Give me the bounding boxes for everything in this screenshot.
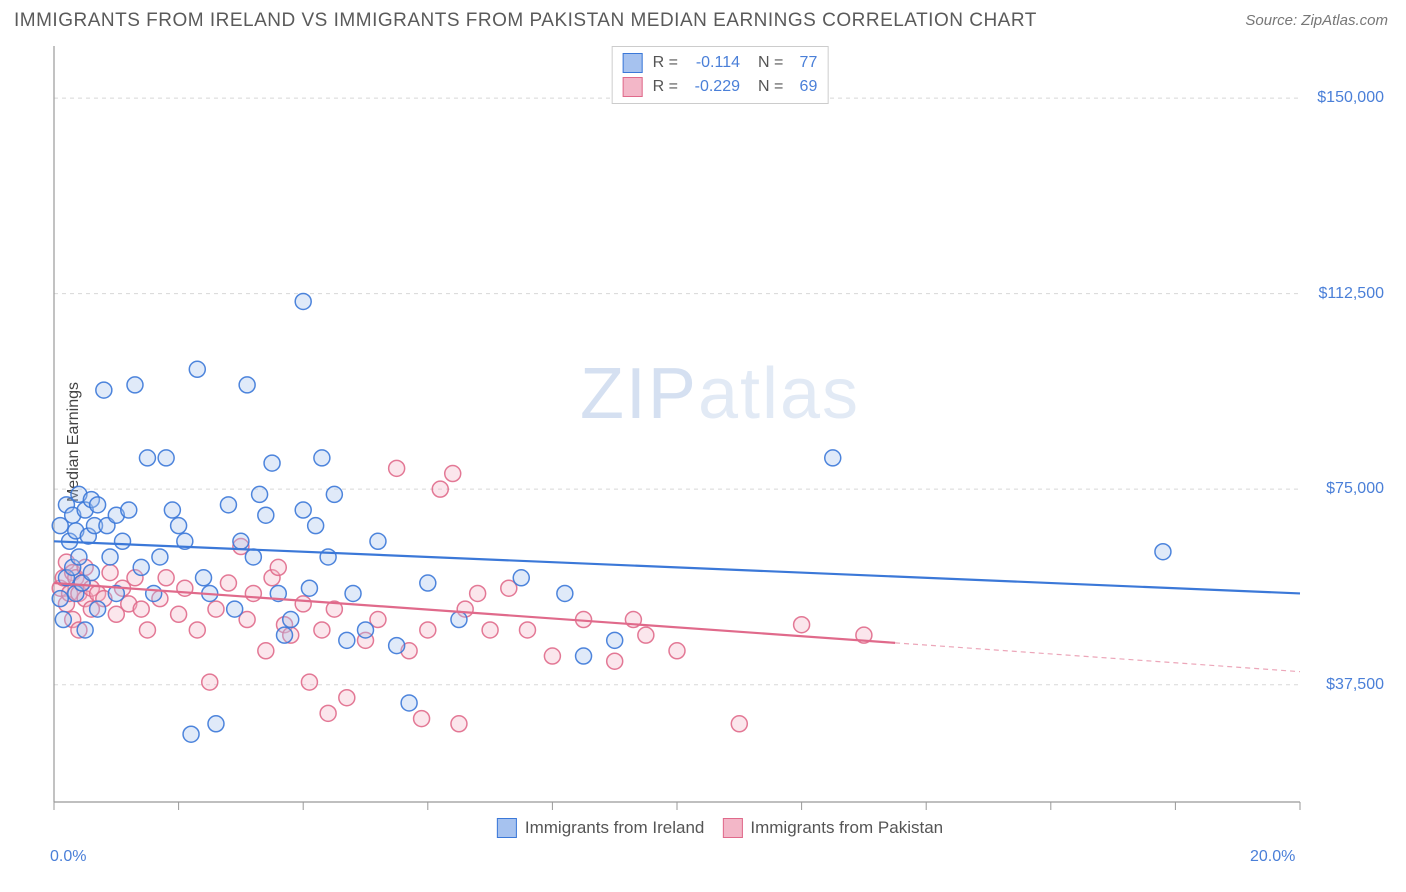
- y-tick-label: $37,500: [1326, 676, 1384, 694]
- chart-area: Median Earnings ZIPatlas R =-0.114N =77R…: [50, 42, 1390, 842]
- legend-series-name: Immigrants from Ireland: [525, 818, 705, 838]
- y-tick-label: $75,000: [1326, 480, 1384, 498]
- y-tick-label: $112,500: [1318, 285, 1384, 303]
- x-tick-label: 0.0%: [50, 848, 86, 866]
- legend-series-name: Immigrants from Pakistan: [750, 818, 943, 838]
- x-tick-label: 20.0%: [1250, 848, 1295, 866]
- legend-swatch: [623, 77, 643, 97]
- scatter-plot: [50, 42, 1390, 842]
- legend-swatch: [722, 818, 742, 838]
- legend-correlation-row: R = -0.229 N = 69: [623, 75, 818, 99]
- legend-r-label: R =: [653, 78, 678, 96]
- correlation-legend: R = -0.114 N = 77 R = -0.229 N = 69: [612, 46, 829, 104]
- legend-n-value: 69: [789, 78, 817, 96]
- legend-r-label: R =: [653, 54, 678, 72]
- legend-series-item: Immigrants from Ireland: [497, 818, 705, 838]
- y-tick-label: $150,000: [1317, 89, 1384, 107]
- legend-correlation-row: R = -0.114 N = 77: [623, 51, 818, 75]
- source-label: Source:: [1245, 12, 1297, 29]
- legend-swatch: [497, 818, 517, 838]
- legend-swatch: [623, 53, 643, 73]
- legend-r-value: -0.229: [684, 78, 740, 96]
- series-legend: Immigrants from Ireland Immigrants from P…: [497, 818, 943, 838]
- legend-series-item: Immigrants from Pakistan: [722, 818, 943, 838]
- legend-n-label: N =: [758, 54, 783, 72]
- source-attribution: Source: ZipAtlas.com: [1245, 12, 1388, 29]
- chart-title: IMMIGRANTS FROM IRELAND VS IMMIGRANTS FR…: [14, 10, 1037, 32]
- source-value: ZipAtlas.com: [1301, 12, 1388, 29]
- legend-n-label: N =: [758, 78, 783, 96]
- legend-n-value: 77: [789, 54, 817, 72]
- legend-r-value: -0.114: [684, 54, 740, 72]
